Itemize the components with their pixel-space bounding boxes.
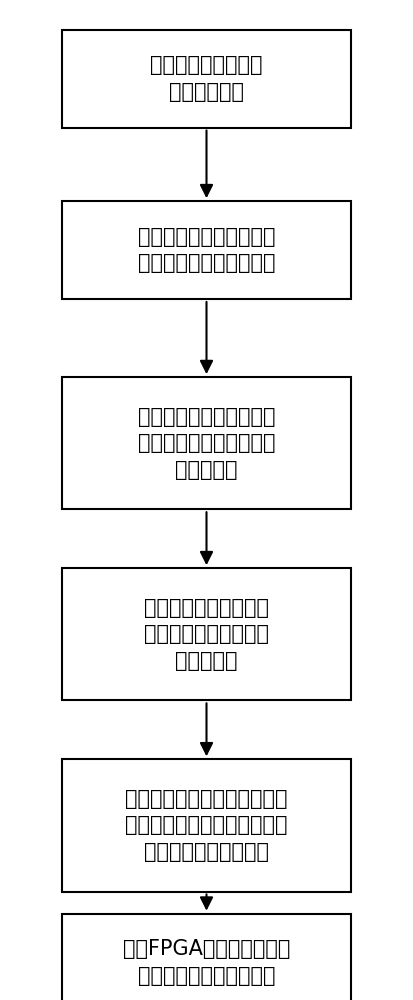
Text: 建立幂律模型与频偏
点模型表达式: 建立幂律模型与频偏 点模型表达式	[150, 55, 263, 102]
Text: 噪声分量系数与对应输出噪声
分量进行阿伦方差缩放并线性
叠加得到相位噪声序列: 噪声分量系数与对应输出噪声 分量进行阿伦方差缩放并线性 叠加得到相位噪声序列	[125, 789, 288, 862]
FancyBboxPatch shape	[62, 914, 351, 1000]
Text: 将已知频偏点相位噪声数
值带入表达式建立方程组: 将已知频偏点相位噪声数 值带入表达式建立方程组	[138, 227, 275, 273]
Text: 利用最小范数最小二乘解
对方程组求解转换得到噪
声分量系数: 利用最小范数最小二乘解 对方程组求解转换得到噪 声分量系数	[138, 407, 275, 480]
FancyBboxPatch shape	[62, 759, 351, 892]
Text: 生成高斯白噪声并设置
成型滤波器系数产生幂
律分量噪声: 生成高斯白噪声并设置 成型滤波器系数产生幂 律分量噪声	[144, 598, 269, 671]
FancyBboxPatch shape	[62, 568, 351, 700]
FancyBboxPatch shape	[62, 377, 351, 509]
Text: 通过FPGA实现并调制在载
波相位上加载入信号源内: 通过FPGA实现并调制在载 波相位上加载入信号源内	[123, 939, 290, 986]
FancyBboxPatch shape	[62, 201, 351, 299]
FancyBboxPatch shape	[62, 30, 351, 128]
